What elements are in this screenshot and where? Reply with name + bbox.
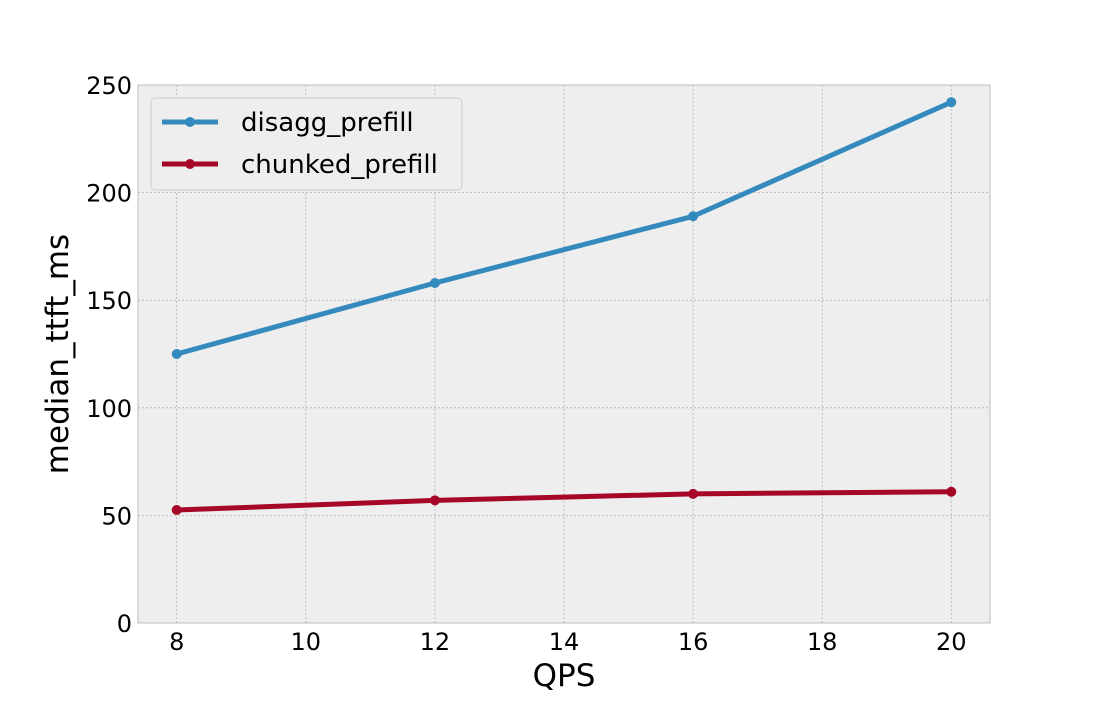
series-layer	[171, 97, 957, 516]
data-point-disagg-prefill-16	[688, 211, 699, 222]
legend-box	[150, 97, 463, 191]
series-disagg-prefill	[171, 97, 957, 359]
y-tick-label-50: 50	[101, 502, 132, 530]
legend-label-disagg-prefill: disagg_prefill	[241, 108, 414, 138]
data-point-disagg-prefill-20	[946, 97, 957, 108]
data-point-disagg-prefill-8	[171, 349, 182, 359]
data-point-chunked-prefill-16	[688, 488, 699, 499]
y-tick-label-0: 0	[117, 610, 132, 638]
y-tick-label-200: 200	[86, 180, 132, 208]
plot-frame	[137, 84, 991, 624]
y-tick-label-100: 100	[86, 395, 132, 423]
x-tick-label-14: 14	[549, 628, 580, 656]
data-point-chunked-prefill-20	[946, 486, 957, 497]
data-point-chunked-prefill-8	[171, 505, 182, 516]
x-tick-label-18: 18	[807, 628, 838, 656]
x-tick-label-10: 10	[291, 628, 322, 656]
y-tick-labels: 0 50 100 150 200 250	[86, 72, 132, 638]
data-point-disagg-prefill-12	[429, 277, 440, 288]
x-tick-label-12: 12	[420, 628, 451, 656]
x-axis-label: QPS	[533, 658, 596, 694]
legend: disagg_prefill chunked_prefill	[150, 97, 463, 191]
x-tick-labels: 8 10 12 14 16 18 20	[169, 628, 966, 656]
legend-marker-chunked-prefill	[185, 159, 195, 169]
data-point-chunked-prefill-12	[429, 495, 440, 506]
y-tick-label-150: 150	[86, 287, 132, 315]
legend-label-chunked-prefill: chunked_prefill	[241, 150, 438, 180]
x-tick-label-8: 8	[169, 628, 184, 656]
x-tick-label-16: 16	[678, 628, 709, 656]
series-line-disagg-prefill	[174, 99, 954, 357]
x-tick-label-20: 20	[936, 628, 967, 656]
series-chunked-prefill	[171, 486, 957, 516]
series-line-chunked-prefill	[174, 489, 954, 513]
y-tick-label-250: 250	[86, 72, 132, 100]
legend-marker-disagg-prefill	[185, 117, 195, 127]
y-axis-label: median_ttft_ms	[40, 234, 76, 474]
